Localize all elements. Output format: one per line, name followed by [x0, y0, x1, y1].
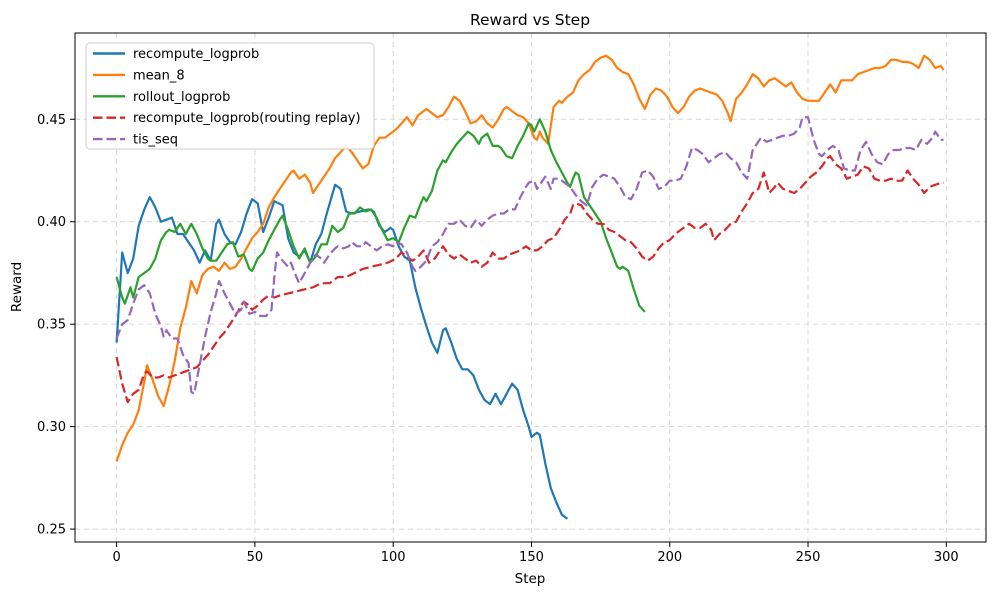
x-tick-label: 200	[657, 550, 682, 565]
y-tick-label: 0.30	[37, 420, 66, 435]
legend-label: recompute_logprob(routing replay)	[133, 111, 361, 126]
y-tick-label: 0.35	[37, 318, 66, 333]
x-tick-label: 300	[934, 550, 959, 565]
legend-box	[85, 42, 375, 150]
y-tick-label: 0.45	[37, 113, 66, 128]
y-tick-label: 0.40	[37, 215, 66, 230]
series-line-recompute_logprob-routing-replay-	[115, 155, 944, 404]
x-tick-label: 150	[519, 550, 544, 565]
legend-label: tis_seq	[133, 133, 178, 148]
series-line-rollout_logprob	[115, 118, 646, 313]
series-line-recompute_logprob	[115, 183, 569, 520]
x-tick-label: 250	[796, 550, 821, 565]
x-axis-label: Step	[515, 571, 546, 587]
x-tick-label: 50	[247, 550, 264, 565]
y-tick-label: 0.25	[37, 523, 66, 538]
legend-label: mean_8	[133, 68, 185, 83]
y-axis-label: Reward	[9, 262, 25, 312]
legend-label: recompute_logprob	[133, 47, 259, 62]
x-tick-label: 0	[112, 550, 120, 565]
x-tick-label: 100	[381, 550, 406, 565]
series-lines	[115, 54, 945, 520]
chart-title: Reward vs Step	[470, 11, 590, 29]
gridlines	[75, 33, 986, 542]
legend-label: rollout_logprob	[133, 90, 230, 105]
axis-ticks: 0 50 100 150 200 250 300 0.25 0.30 0.35 0.40 0.45	[37, 113, 959, 565]
legend: recompute_logprob mean_8 rollout_logprobre…	[85, 42, 375, 150]
axes-spines	[74, 32, 987, 543]
series-line-tis_seq	[115, 116, 944, 395]
